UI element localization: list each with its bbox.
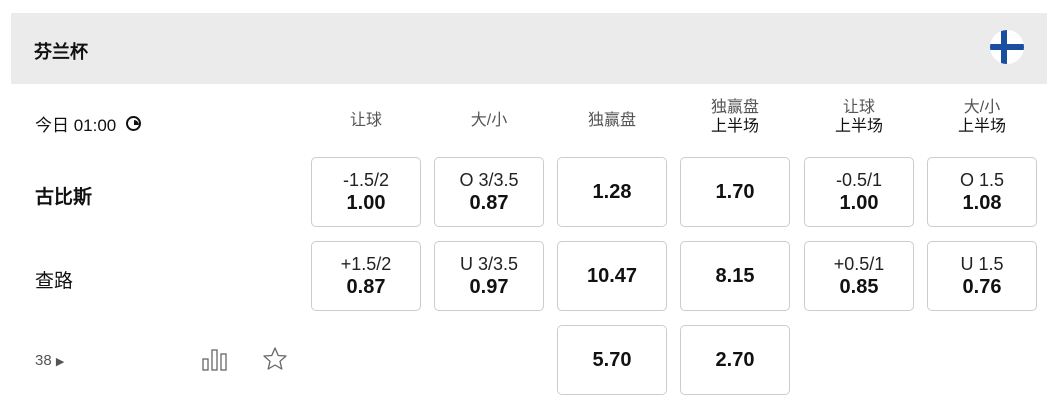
column-header-line2: 上半场 [834,118,883,135]
odds-button[interactable]: 10.47 [557,241,667,311]
odds-line: +0.5/1 [833,254,885,274]
match-time-text: 今日 01:00 [35,116,117,135]
odds-value: 2.70 [715,349,755,371]
odds-value: 1.28 [592,181,632,203]
away-team: 查路 [35,271,74,292]
column-header-line1: 让球 [842,99,875,116]
odds-button[interactable]: -1.5/2 1.00 [311,157,421,227]
odds-value: 0.87 [469,192,509,214]
league-title: 芬兰杯 [34,42,88,62]
odds-value: 0.85 [839,276,879,298]
column-header-line1: 让球 [349,112,382,129]
odds-button[interactable]: +0.5/1 0.85 [804,241,914,311]
odds-value: 0.76 [962,276,1002,298]
odds-line: -1.5/2 [342,170,390,190]
column-header: 独赢盘 上半场 [680,98,790,136]
odds-button[interactable]: U 1.5 0.76 [927,241,1037,311]
odds-value: 1.70 [715,181,755,203]
odds-button[interactable]: 1.28 [557,157,667,227]
column-header-line1: 独赢盘 [587,112,636,129]
odds-value: 1.00 [346,192,386,214]
column-header-line2: 上半场 [957,118,1006,135]
odds-value: 5.70 [592,349,632,371]
odds-value: 1.00 [839,192,879,214]
odds-button[interactable]: O 3/3.5 0.87 [434,157,544,227]
column-header: 大/小上半场 [927,98,1037,136]
column-header: 让球 [311,111,421,130]
odds-button[interactable]: -0.5/1 1.00 [804,157,914,227]
stats-icon[interactable] [202,348,228,372]
column-header-line2: 上半场 [710,118,759,135]
clock-icon [126,116,142,131]
odds-button[interactable]: 8.15 [680,241,790,311]
odds-value: 1.08 [962,192,1002,214]
league-header: 芬兰杯 [11,13,1047,84]
odds-line: -0.5/1 [835,170,883,190]
odds-value: 0.97 [469,276,509,298]
column-header-line1: 大/小 [963,99,1001,116]
odds-line: O 3/3.5 [459,170,519,190]
odds-button[interactable]: 1.70 [680,157,790,227]
more-markets-link[interactable]: 38 ▶ [35,352,64,369]
column-header: 让球 上半场 [804,98,914,136]
caret-right-icon: ▶ [55,356,65,368]
match-time: 今日 01:00 [35,111,142,136]
column-header: 独赢盘 [557,111,667,130]
odds-line: O 1.5 [959,170,1005,190]
column-header-line1: 大/小 [470,112,508,129]
favorite-star-icon[interactable] [262,346,288,372]
finland-flag-icon [990,30,1024,64]
odds-value: 8.15 [715,265,755,287]
more-count: 38 [35,352,52,369]
odds-button[interactable]: 2.70 [680,325,790,395]
odds-button[interactable]: O 1.5 1.08 [927,157,1037,227]
odds-line: +1.5/2 [340,254,392,274]
odds-value: 10.47 [586,265,638,287]
odds-line: U 3/3.5 [459,254,519,274]
odds-button[interactable]: 5.70 [557,325,667,395]
odds-line: U 1.5 [960,254,1004,274]
column-header-line1: 独赢盘 [710,99,759,116]
odds-button[interactable]: +1.5/2 0.87 [311,241,421,311]
odds-value: 0.87 [346,276,386,298]
odds-button[interactable]: U 3/3.5 0.97 [434,241,544,311]
home-team: 古比斯 [35,187,93,208]
column-header: 大/小 [434,111,544,130]
